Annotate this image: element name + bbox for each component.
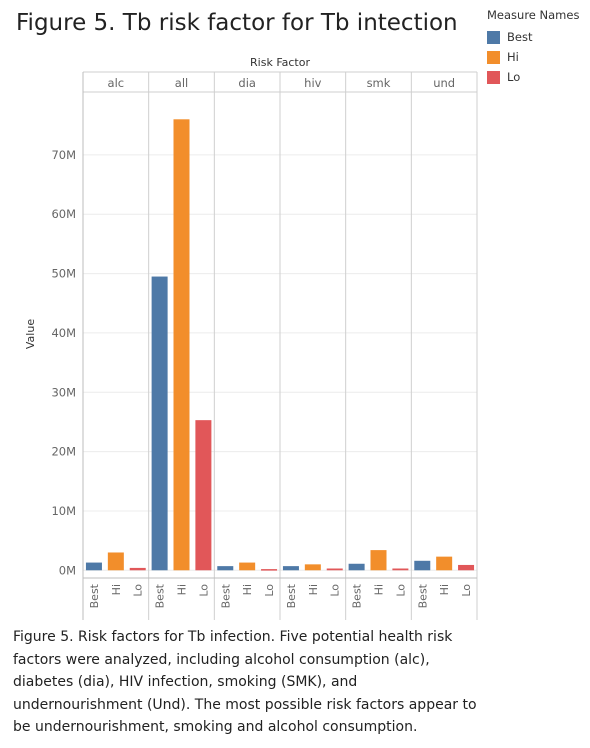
y-tick-label: 50M xyxy=(51,267,76,281)
bar-und-hi xyxy=(436,557,452,571)
panel-header-smk: smk xyxy=(367,76,391,90)
x-tick-alc-lo: Lo xyxy=(132,584,145,597)
bar-all-lo xyxy=(195,420,211,570)
bar-all-best xyxy=(152,277,168,571)
bar-hiv-lo xyxy=(327,569,343,571)
x-tick-dia-best: Best xyxy=(219,583,232,608)
bar-dia-hi xyxy=(239,563,255,571)
x-tick-all-best: Best xyxy=(154,583,167,608)
bar-alc-hi xyxy=(108,552,124,570)
x-tick-dia-lo: Lo xyxy=(263,584,276,597)
y-tick-label: 70M xyxy=(51,148,76,162)
panel-header-hiv: hiv xyxy=(304,76,321,90)
x-tick-hiv-hi: Hi xyxy=(307,584,320,595)
bar-hiv-hi xyxy=(305,564,321,570)
x-tick-alc-hi: Hi xyxy=(110,584,123,595)
bar-hiv-best xyxy=(283,566,299,570)
x-tick-hiv-best: Best xyxy=(285,583,298,608)
panel-header-alc: alc xyxy=(108,76,125,90)
bar-smk-best xyxy=(349,564,365,571)
bar-chart: Risk Factor alc Best Hi Lo all Best Hi Lo dia Best… xyxy=(0,0,590,620)
x-tick-dia-hi: Hi xyxy=(241,584,254,595)
y-tick-label: 30M xyxy=(51,385,76,399)
bar-dia-best xyxy=(217,566,233,570)
y-axis-title: Value xyxy=(24,319,37,349)
bar-smk-hi xyxy=(371,550,387,570)
figure-caption: Figure 5. Risk factors for Tb infection.… xyxy=(13,626,483,739)
x-tick-all-lo: Lo xyxy=(197,584,210,597)
panel-header-dia: dia xyxy=(238,76,256,90)
x-tick-smk-best: Best xyxy=(351,583,364,608)
x-tick-all-hi: Hi xyxy=(176,584,189,595)
column-header-title: Risk Factor xyxy=(250,56,310,69)
x-tick-und-hi: Hi xyxy=(438,584,451,595)
y-tick-label: 60M xyxy=(51,207,76,221)
x-tick-und-best: Best xyxy=(416,583,429,608)
bar-all-hi xyxy=(174,119,190,570)
y-tick-label: 0M xyxy=(59,563,76,577)
panel-header-und: und xyxy=(433,76,455,90)
y-tick-label: 10M xyxy=(51,504,76,518)
bar-alc-lo xyxy=(130,568,146,570)
bar-und-best xyxy=(414,561,430,570)
x-tick-smk-hi: Hi xyxy=(373,584,386,595)
x-tick-hiv-lo: Lo xyxy=(329,584,342,597)
x-tick-smk-lo: Lo xyxy=(394,584,407,597)
y-tick-label: 20M xyxy=(51,445,76,459)
bar-und-lo xyxy=(458,565,474,570)
x-tick-alc-best: Best xyxy=(88,583,101,608)
bar-alc-best xyxy=(86,563,102,571)
bar-smk-lo xyxy=(392,569,408,571)
panel-header-all: all xyxy=(175,76,188,90)
y-tick-label: 40M xyxy=(51,326,76,340)
x-tick-und-lo: Lo xyxy=(460,584,473,597)
bar-dia-lo xyxy=(261,569,277,571)
